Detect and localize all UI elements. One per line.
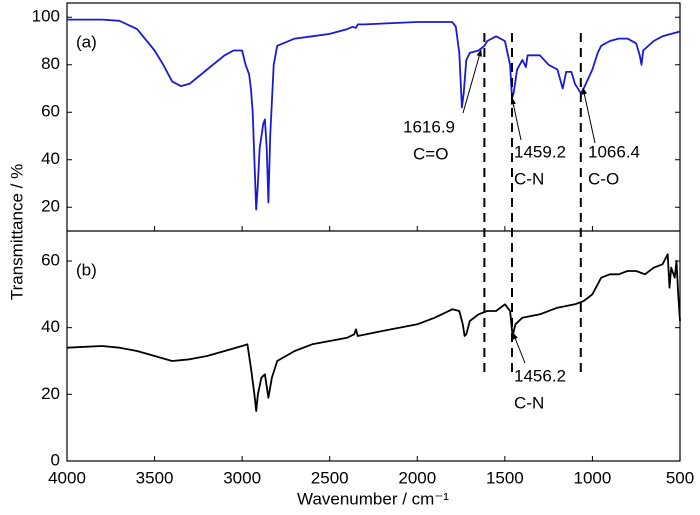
panel-label: (b) xyxy=(76,260,97,279)
spectrum-line xyxy=(67,18,681,211)
annotation-wavenumber: 1456.2 xyxy=(514,366,566,385)
annotation-arrow xyxy=(462,49,482,114)
y-tick-label: 40 xyxy=(41,149,60,168)
spectrum-line xyxy=(66,253,681,412)
y-axis-label: Transmittance / % xyxy=(7,164,26,300)
y-tick-label: 40 xyxy=(41,317,60,336)
y-tick-label: 80 xyxy=(41,54,60,73)
annotation-arrow xyxy=(512,332,526,364)
y-tick-label: 100 xyxy=(32,7,60,26)
y-tick-label: 60 xyxy=(41,102,60,121)
annotation-bond: C=O xyxy=(413,144,448,163)
x-tick-label: 2000 xyxy=(398,468,436,487)
y-tick-label: 20 xyxy=(41,197,60,216)
annotation-wavenumber: 1616.9 xyxy=(403,117,455,136)
panel-label: (a) xyxy=(76,32,97,51)
annotation-wavenumber: 1459.2 xyxy=(514,142,566,161)
x-axis-label: Wavenumber / cm⁻¹ xyxy=(297,489,449,508)
y-tick-label: 0 xyxy=(51,450,60,469)
x-tick-label: 2500 xyxy=(311,468,349,487)
annotation-wavenumber: 1066.4 xyxy=(588,142,640,161)
annotation-bond: C-N xyxy=(514,393,544,412)
x-tick-label: 500 xyxy=(666,468,694,487)
x-tick-label: 3500 xyxy=(136,468,174,487)
annotation-bond: C-N xyxy=(514,169,544,188)
x-tick-label: 4000 xyxy=(48,468,86,487)
plot-frame xyxy=(66,2,681,462)
annotation-arrow xyxy=(510,97,522,141)
annotation-bond: C-O xyxy=(588,169,619,188)
y-tick-label: 60 xyxy=(41,250,60,269)
annotation-arrow xyxy=(581,87,596,144)
x-tick-label: 3000 xyxy=(223,468,261,487)
y-tick-label: 20 xyxy=(41,384,60,403)
x-tick-label: 1500 xyxy=(486,468,524,487)
x-tick-label: 1000 xyxy=(574,468,612,487)
